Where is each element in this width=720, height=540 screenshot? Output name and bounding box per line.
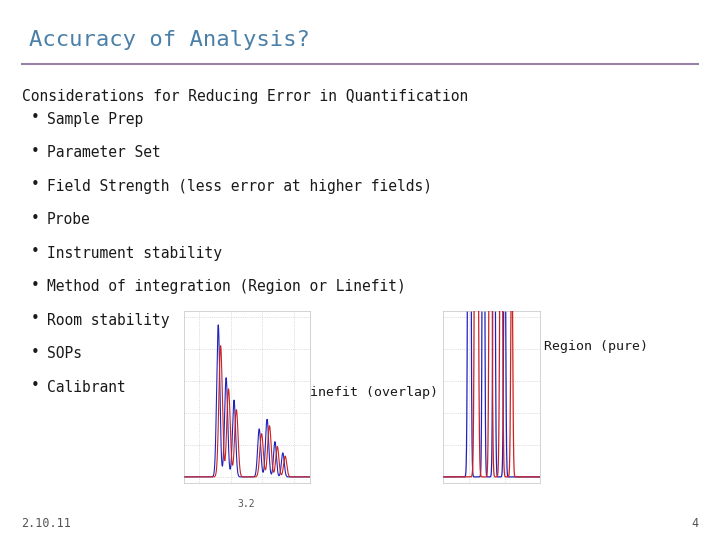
Text: •: • — [31, 144, 40, 159]
Text: Sample Prep: Sample Prep — [47, 112, 143, 127]
Text: Accuracy of Analysis?: Accuracy of Analysis? — [29, 30, 310, 50]
Text: •: • — [31, 278, 40, 293]
Text: •: • — [31, 244, 40, 259]
Text: •: • — [31, 211, 40, 226]
Text: Region (pure): Region (pure) — [544, 340, 647, 353]
Text: Probe: Probe — [47, 212, 91, 227]
Text: •: • — [31, 177, 40, 192]
Text: Linefit (overlap): Linefit (overlap) — [302, 386, 438, 399]
Text: SOPs: SOPs — [47, 346, 82, 361]
Text: •: • — [31, 345, 40, 360]
Text: 4: 4 — [691, 517, 698, 530]
Text: Considerations for Reducing Error in Quantification: Considerations for Reducing Error in Qua… — [22, 89, 468, 104]
Text: Room stability: Room stability — [47, 313, 169, 328]
Text: Calibrant: Calibrant — [47, 380, 125, 395]
Text: 3.2: 3.2 — [238, 499, 256, 509]
Text: 2.10.11: 2.10.11 — [22, 517, 71, 530]
Text: •: • — [31, 110, 40, 125]
Text: Parameter Set: Parameter Set — [47, 145, 161, 160]
Text: •: • — [31, 378, 40, 393]
Text: Method of integration (Region or Linefit): Method of integration (Region or Linefit… — [47, 279, 405, 294]
Text: Instrument stability: Instrument stability — [47, 246, 222, 261]
Text: •: • — [31, 311, 40, 326]
Text: Field Strength (less error at higher fields): Field Strength (less error at higher fie… — [47, 179, 432, 194]
